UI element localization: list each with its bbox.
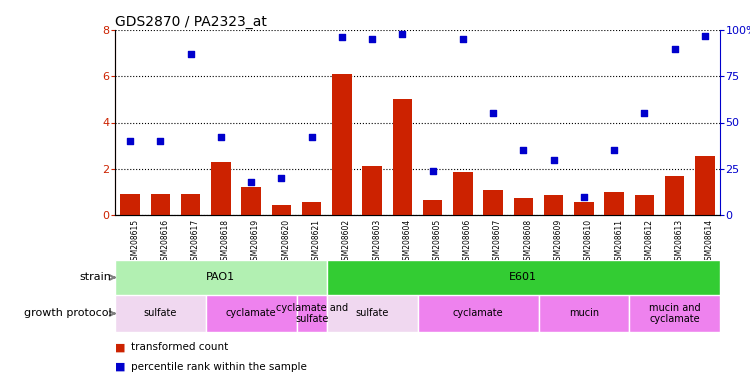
Bar xyxy=(664,176,685,215)
Text: mucin: mucin xyxy=(568,308,599,318)
Bar xyxy=(120,194,140,215)
Point xyxy=(245,179,257,185)
Bar xyxy=(115,295,206,332)
Bar xyxy=(332,74,352,215)
Bar xyxy=(544,195,563,215)
Text: cyclamate: cyclamate xyxy=(453,308,503,318)
Bar xyxy=(574,202,594,215)
Text: GSM208617: GSM208617 xyxy=(190,218,200,265)
Point xyxy=(638,110,650,116)
Text: GSM208616: GSM208616 xyxy=(160,218,170,265)
Bar xyxy=(211,162,231,215)
Point xyxy=(396,31,408,37)
Point xyxy=(366,36,378,42)
Text: GSM208603: GSM208603 xyxy=(372,218,381,265)
Text: GSM208614: GSM208614 xyxy=(705,218,714,265)
Text: sulfate: sulfate xyxy=(356,308,388,318)
Point xyxy=(184,51,196,57)
Bar xyxy=(206,295,296,332)
Text: GDS2870 / PA2323_at: GDS2870 / PA2323_at xyxy=(115,15,267,29)
Text: GSM208604: GSM208604 xyxy=(402,218,411,265)
Bar xyxy=(538,295,629,332)
Text: GSM208613: GSM208613 xyxy=(675,218,684,265)
Point xyxy=(578,194,590,200)
Bar xyxy=(327,295,418,332)
Point xyxy=(306,134,318,141)
Text: GSM208609: GSM208609 xyxy=(554,218,562,265)
Point xyxy=(154,138,166,144)
Bar xyxy=(327,260,720,295)
Bar xyxy=(392,99,412,215)
Bar xyxy=(483,190,503,215)
Text: GSM208605: GSM208605 xyxy=(433,218,442,265)
Text: mucin and
cyclamate: mucin and cyclamate xyxy=(649,303,700,324)
Text: GSM208607: GSM208607 xyxy=(494,218,502,265)
Bar xyxy=(514,198,533,215)
Bar xyxy=(242,187,261,215)
Text: cyclamate and
sulfate: cyclamate and sulfate xyxy=(275,303,348,324)
Point xyxy=(669,45,681,51)
Text: GSM208619: GSM208619 xyxy=(251,218,260,265)
Text: PAO1: PAO1 xyxy=(206,273,236,283)
Bar xyxy=(181,194,200,215)
Text: GSM208612: GSM208612 xyxy=(644,218,653,265)
Point xyxy=(214,134,226,141)
Text: GSM208618: GSM208618 xyxy=(220,218,230,265)
Text: ■: ■ xyxy=(115,343,125,353)
Point xyxy=(488,110,500,116)
Text: GSM208606: GSM208606 xyxy=(463,218,472,265)
Point xyxy=(336,34,348,40)
Bar xyxy=(115,260,327,295)
Point xyxy=(608,147,620,153)
Bar xyxy=(629,295,720,332)
Text: GSM208608: GSM208608 xyxy=(524,218,532,265)
Text: E601: E601 xyxy=(509,273,537,283)
Point xyxy=(548,156,560,162)
Bar xyxy=(296,295,327,332)
Point xyxy=(124,138,136,144)
Text: GSM208611: GSM208611 xyxy=(614,218,623,265)
Text: GSM208610: GSM208610 xyxy=(584,218,592,265)
Text: GSM208621: GSM208621 xyxy=(312,218,321,265)
Point xyxy=(457,36,469,42)
Bar xyxy=(302,202,322,215)
Text: sulfate: sulfate xyxy=(144,308,177,318)
Text: GSM208620: GSM208620 xyxy=(281,218,290,265)
Text: GSM208602: GSM208602 xyxy=(342,218,351,265)
Bar xyxy=(423,200,442,215)
Bar xyxy=(362,166,382,215)
Bar xyxy=(453,172,472,215)
Text: strain: strain xyxy=(80,273,111,283)
Text: transformed count: transformed count xyxy=(131,343,229,353)
Text: cyclamate: cyclamate xyxy=(226,308,277,318)
Point xyxy=(518,147,530,153)
Text: percentile rank within the sample: percentile rank within the sample xyxy=(131,362,308,372)
Bar xyxy=(151,194,170,215)
Text: ■: ■ xyxy=(115,362,125,372)
Bar xyxy=(272,205,291,215)
Text: growth protocol: growth protocol xyxy=(23,308,111,318)
Bar xyxy=(418,295,538,332)
Point xyxy=(427,167,439,174)
Bar xyxy=(695,156,715,215)
Bar xyxy=(634,195,654,215)
Point xyxy=(699,33,711,39)
Text: GSM208615: GSM208615 xyxy=(130,218,140,265)
Point xyxy=(275,175,287,181)
Bar xyxy=(604,192,624,215)
